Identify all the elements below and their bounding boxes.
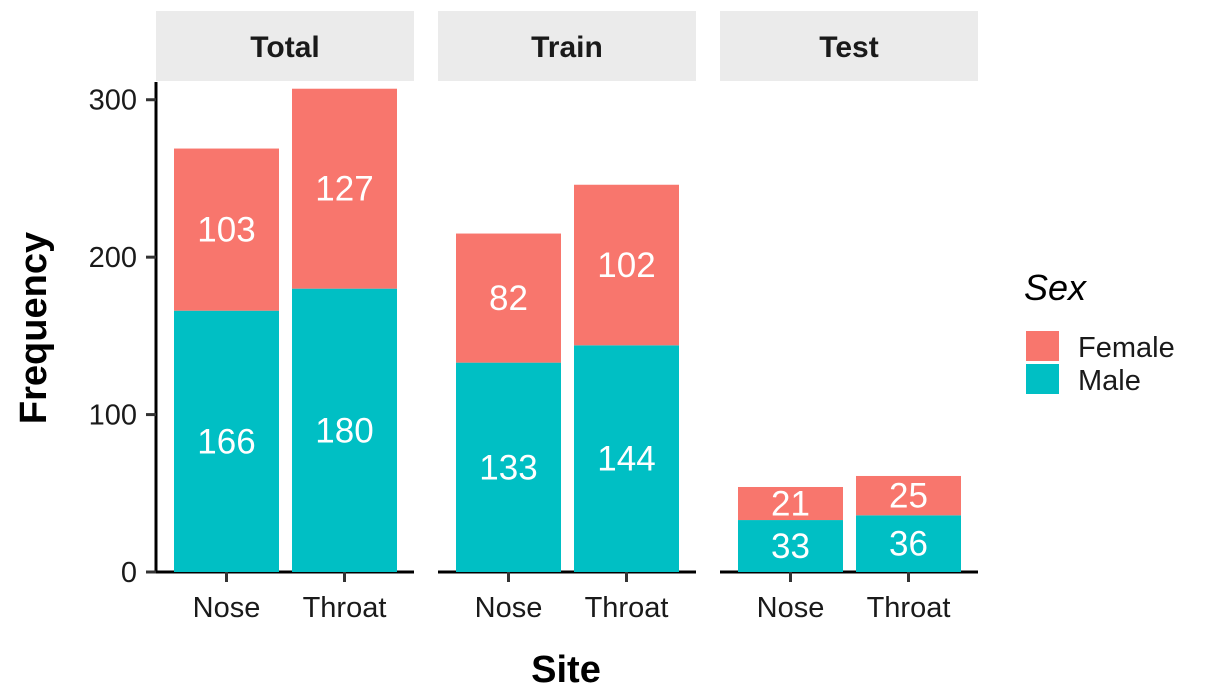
bar-female-throat — [574, 184, 679, 346]
facet-strip-label: Train — [531, 31, 603, 64]
legend-label-female: Female — [1078, 332, 1175, 364]
facet-strip — [156, 11, 414, 81]
bar-value-label: 33 — [771, 527, 810, 566]
bar-value-label: 133 — [479, 448, 537, 487]
bar-value-label: 127 — [315, 170, 373, 209]
x-tick-label: Nose — [475, 592, 543, 624]
y-tick-label: 300 — [89, 85, 137, 117]
facet-strip-label: Total — [250, 31, 319, 64]
bar-male-throat — [292, 288, 397, 572]
bar-value-label: 144 — [597, 440, 655, 479]
x-tick-label: Throat — [585, 592, 669, 624]
legend-title: Sex — [1024, 267, 1088, 308]
facet-strip — [438, 11, 696, 81]
bar-male-nose — [738, 520, 843, 572]
facet-strip-label: Test — [819, 31, 878, 64]
bar-value-label: 21 — [771, 485, 810, 524]
bar-value-label: 102 — [597, 246, 655, 285]
bar-value-label: 82 — [489, 279, 528, 318]
x-tick-label: Throat — [867, 592, 951, 624]
x-axis-title: Site — [531, 649, 601, 691]
bar-value-label: 103 — [197, 211, 255, 250]
bar-female-nose — [174, 148, 279, 311]
y-tick-label: 100 — [89, 400, 137, 432]
bar-male-throat — [574, 345, 679, 572]
legend-key-male — [1026, 364, 1059, 394]
bar-value-label: 166 — [197, 422, 255, 461]
y-tick-label: 0 — [121, 557, 137, 589]
y-axis-title: Frequency — [13, 232, 55, 424]
bar-male-nose — [174, 310, 279, 572]
bar-male-throat — [856, 515, 961, 572]
x-tick-label: Nose — [757, 592, 825, 624]
bar-value-label: 36 — [889, 525, 928, 564]
bar-female-nose — [738, 486, 843, 521]
bar-value-label: 25 — [889, 477, 928, 516]
y-axis: 0 100 200 300 — [89, 82, 158, 589]
facet-strip — [720, 11, 978, 81]
facet-train: Train 133 82 Nose 144 102 Throat — [438, 11, 696, 624]
x-tick-label: Throat — [303, 592, 387, 624]
legend-key-female — [1026, 331, 1059, 361]
facet-total: Total 166 103 Nose 180 127 Throat — [156, 11, 414, 624]
y-tick-label: 200 — [89, 242, 137, 274]
bar-value-label: 180 — [315, 411, 373, 450]
bar-female-throat — [856, 475, 961, 516]
facet-panels: Total 166 103 Nose 180 127 Throat Train 133 82 Nos… — [156, 11, 978, 624]
x-tick-label: Nose — [193, 592, 261, 624]
bar-female-nose — [456, 233, 561, 363]
bar-male-nose — [456, 362, 561, 572]
legend-label-male: Male — [1078, 365, 1141, 397]
bar-female-throat — [292, 88, 397, 289]
